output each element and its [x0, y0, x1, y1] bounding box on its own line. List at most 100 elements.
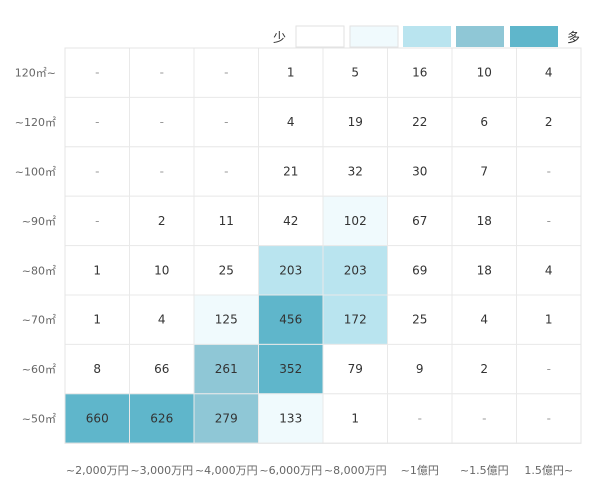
cell-value-label: 66 — [154, 362, 169, 376]
cell-value-label: 102 — [344, 214, 367, 228]
cell-value-label: 279 — [215, 412, 238, 426]
heatmap-cell — [64, 47, 130, 98]
heatmap-cell — [258, 146, 324, 197]
cell-value-label: - — [224, 66, 228, 80]
heatmap-cell — [516, 96, 582, 148]
cell-value-label: 16 — [412, 66, 427, 80]
cell-value-label: 4 — [158, 313, 166, 327]
cell-value-label: 67 — [412, 214, 427, 228]
heatmap-cell-labels: - - -1 5 16 10 4- - -4 19 22 6 2- - -21 32 30 7 -- 2 11 42 102… — [86, 66, 553, 426]
cell-value-label: 18 — [477, 263, 492, 277]
cell-value-label: 203 — [279, 263, 302, 277]
x-tick-label: 1.5億円~ — [524, 464, 573, 477]
legend-swatch — [510, 26, 558, 47]
heatmap-cell — [387, 47, 453, 98]
cell-value-label: - — [224, 165, 228, 179]
y-tick-label: 120㎡~ — [15, 67, 56, 80]
cell-value-label: - — [160, 66, 164, 80]
x-tick-label: ~4,000万円 — [195, 464, 258, 477]
cell-value-label: 18 — [477, 214, 492, 228]
heatmap-cell — [193, 195, 259, 247]
heatmap-cell — [451, 294, 517, 345]
heatmap-cell — [129, 96, 195, 148]
heatmap-cell — [451, 195, 517, 247]
legend: 少 多 — [273, 25, 580, 48]
legend-swatch — [349, 25, 399, 48]
cell-value-label: - — [95, 214, 99, 228]
cell-value-label: 10 — [154, 263, 169, 277]
cell-value-label: - — [482, 412, 486, 426]
y-tick-label: ~70㎡ — [22, 314, 56, 327]
cell-value-label: 11 — [219, 214, 234, 228]
heatmap-cell — [258, 245, 324, 296]
cell-value-label: 25 — [219, 263, 234, 277]
heatmap-cell — [322, 245, 388, 296]
y-tick-label: ~90㎡ — [22, 215, 56, 228]
cell-value-label: 79 — [348, 362, 363, 376]
cell-value-label: 10 — [477, 66, 492, 80]
y-tick-label: ~60㎡ — [22, 363, 56, 376]
cell-value-label: - — [95, 165, 99, 179]
cell-value-label: 4 — [480, 313, 488, 327]
cell-value-label: - — [547, 412, 551, 426]
heatmap-cell — [193, 393, 259, 444]
legend-swatch — [456, 26, 504, 47]
y-axis-ticks: 120㎡~ ~120㎡ ~100㎡ ~90㎡ ~80㎡ ~70㎡ ~60㎡ ~50㎡ — [15, 67, 56, 426]
legend-high-label: 多 — [567, 30, 580, 46]
cell-value-label: 1 — [287, 66, 295, 80]
cell-value-label: 133 — [279, 412, 302, 426]
y-tick-label: ~50㎡ — [22, 413, 56, 426]
cell-value-label: 6 — [480, 115, 488, 129]
cell-value-label: 4 — [545, 263, 553, 277]
cell-value-label: 626 — [150, 412, 173, 426]
heatmap-cells — [64, 47, 582, 444]
cell-value-label: 5 — [351, 66, 359, 80]
cell-value-label: 7 — [480, 165, 488, 179]
grid-border — [64, 47, 582, 444]
heatmap-cell — [322, 195, 388, 247]
heatmap-cell — [516, 343, 582, 395]
x-tick-label: ~1億円 — [401, 464, 439, 477]
cell-value-label: 1 — [351, 412, 359, 426]
x-tick-label: ~6,000万円 — [259, 464, 322, 477]
cell-value-label: - — [418, 412, 422, 426]
legend-low-label: 少 — [273, 31, 286, 46]
cell-value-label: 2 — [158, 214, 166, 228]
cell-value-label: 660 — [86, 412, 109, 426]
cell-value-label: 19 — [348, 115, 363, 129]
cell-value-label: - — [547, 362, 551, 376]
cell-value-label: 22 — [412, 115, 427, 129]
cell-value-label: 1 — [93, 313, 101, 327]
heatmap-cell — [258, 96, 324, 148]
heatmap-cell — [322, 294, 388, 345]
y-tick-label: ~120㎡ — [15, 116, 56, 129]
cell-value-label: 30 — [412, 165, 427, 179]
cell-value-label: 172 — [344, 313, 367, 327]
heatmap-cell — [516, 294, 582, 345]
cell-value-label: 1 — [93, 263, 101, 277]
heatmap-cell — [516, 245, 582, 296]
heatmap-cell — [516, 47, 582, 98]
cell-value-label: - — [95, 115, 99, 129]
cell-value-label: 125 — [215, 313, 238, 327]
heatmap-cell — [129, 294, 195, 345]
heatmap-cell — [64, 195, 130, 247]
cell-value-label: - — [95, 66, 99, 80]
cell-value-label: - — [160, 115, 164, 129]
cell-value-label: 32 — [348, 165, 363, 179]
heatmap-cell — [451, 245, 517, 296]
cell-value-label: 4 — [545, 66, 553, 80]
y-tick-label: ~100㎡ — [15, 166, 56, 179]
cell-value-label: 2 — [545, 115, 553, 129]
cell-value-label: 261 — [215, 362, 238, 376]
cell-value-label: 4 — [287, 115, 295, 129]
x-tick-label: ~2,000万円 — [66, 464, 129, 477]
legend-swatch — [295, 25, 345, 48]
heatmap-cell — [129, 47, 195, 98]
heatmap-cell — [193, 343, 259, 395]
x-axis-ticks: ~2,000万円 ~3,000万円 ~4,000万円 ~6,000万円 ~8,000万円… — [66, 464, 573, 477]
cell-value-label: 25 — [412, 313, 427, 327]
x-tick-label: ~8,000万円 — [324, 464, 387, 477]
